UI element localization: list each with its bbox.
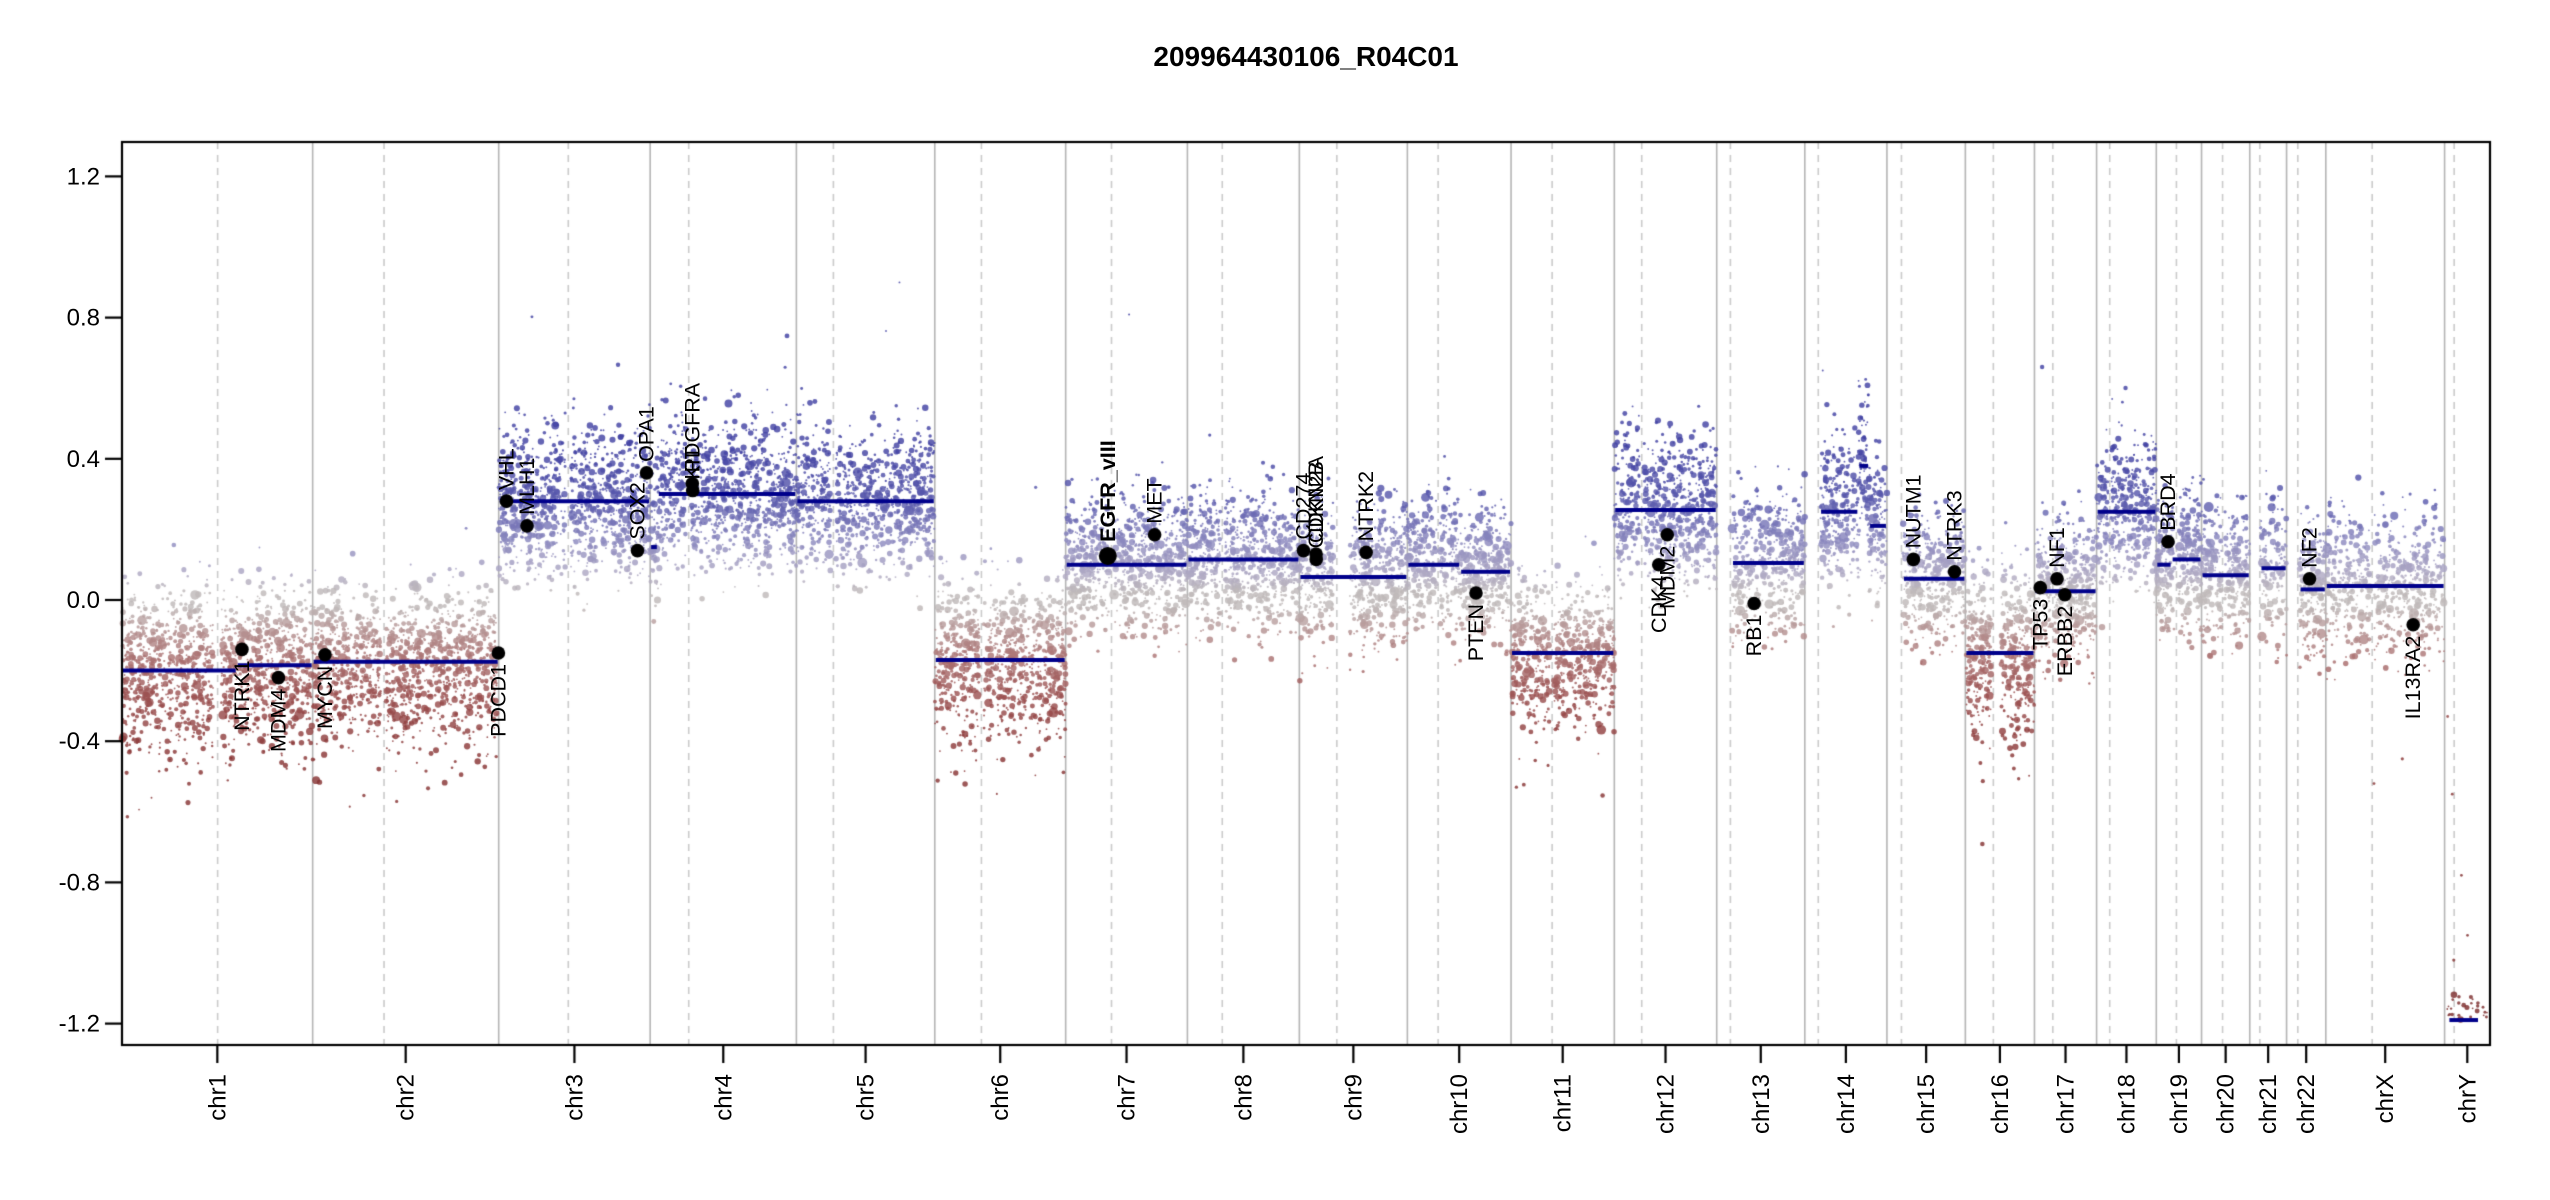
x-axis-label-chr15: chr15 [1913,1074,1940,1134]
x-axis-label-chr20: chr20 [2213,1074,2240,1134]
x-axis-label-chr4: chr4 [710,1074,737,1121]
y-axis-tick-label: 0.8 [67,305,100,332]
gene-label-NTRK1: NTRK1 [230,660,254,730]
gene-label-MET: MET [1143,478,1167,523]
gene-label-PTEN: PTEN [1464,604,1488,661]
y-axis-tick-label: 1.2 [67,163,100,190]
x-axis-label-chrX: chrX [2372,1074,2399,1123]
x-axis-label-chr14: chr14 [1833,1074,1860,1134]
x-axis-label-chr5: chr5 [853,1074,880,1121]
gene-label-OPA1: OPA1 [635,406,659,462]
gene-label-PDGFRA: PDGFRA [680,382,704,472]
x-axis-label-chr22: chr22 [2293,1074,2320,1134]
x-axis-label-chr10: chr10 [1446,1074,1473,1134]
gene-label-BRD4: BRD4 [2156,473,2180,530]
gene-label-TP53: TP53 [2028,599,2052,650]
gene-label-CD274: CD274 [1291,473,1315,540]
x-axis-label-chr16: chr16 [1987,1074,2014,1134]
gene-label-MLH1: MLH1 [515,458,539,515]
gene-label-ERBB2: ERBB2 [2053,606,2077,677]
x-axis-label-chr1: chr1 [204,1074,231,1121]
gene-label-NTRK2: NTRK2 [1354,471,1378,541]
y-axis-tick-label: -0.4 [59,728,100,755]
gene-label-EGFR-vIII: EGFR_vIII [1096,440,1120,542]
gene-label-PDCD1: PDCD1 [486,664,510,737]
x-axis-label-chr12: chr12 [1653,1074,1680,1134]
x-axis-label-chr8: chr8 [1230,1074,1257,1121]
gene-label-RB1: RB1 [1742,615,1766,657]
gene-label-VHL: VHL [494,448,518,490]
gene-label-MDM2: MDM2 [1655,546,1679,609]
gene-label-MYCN: MYCN [313,666,337,729]
gene-label-NF2: NF2 [2298,527,2322,568]
x-axis-label-chr3: chr3 [561,1074,588,1121]
y-axis-tick-label: 0.4 [67,446,100,473]
y-axis-tick-label: -0.8 [59,869,100,896]
x-axis-label-chr17: chr17 [2053,1074,2080,1134]
plot-title: 209964430106_R04C01 [1153,41,1458,72]
x-axis-label-chr9: chr9 [1340,1074,1367,1121]
x-axis-label-chr11: chr11 [1550,1074,1577,1132]
gene-label-CDKN2A: CDKN2A [1304,455,1328,543]
gene-label-MDM4: MDM4 [266,689,290,752]
x-axis-label-chr21: chr21 [2255,1074,2282,1134]
gene-label-CDKN2B: CDKN2B [1304,461,1328,548]
x-axis-label-chr7: chr7 [1114,1074,1141,1121]
gene-label-NUTM1: NUTM1 [1901,474,1925,548]
y-axis-tick-label: 0.0 [67,587,100,614]
x-axis-label-chr6: chr6 [987,1074,1014,1121]
x-axis-label-chrY: chrY [2454,1074,2481,1123]
gene-label-SOX2: SOX2 [625,482,649,539]
gene-label-NTRK3: NTRK3 [1943,490,1967,561]
gene-label-IL13RA2: IL13RA2 [2401,636,2425,720]
gene-label-CDK4: CDK4 [1647,576,1671,633]
y-axis-tick-label: -1.2 [59,1011,100,1038]
x-axis-label-chr18: chr18 [2113,1074,2140,1134]
gene-label-NF1: NF1 [2045,527,2069,568]
x-axis-label-chr13: chr13 [1748,1074,1775,1134]
x-axis-label-chr2: chr2 [393,1074,420,1121]
x-axis-label-chr19: chr19 [2166,1074,2193,1134]
gene-label-KIT: KIT [681,446,705,479]
